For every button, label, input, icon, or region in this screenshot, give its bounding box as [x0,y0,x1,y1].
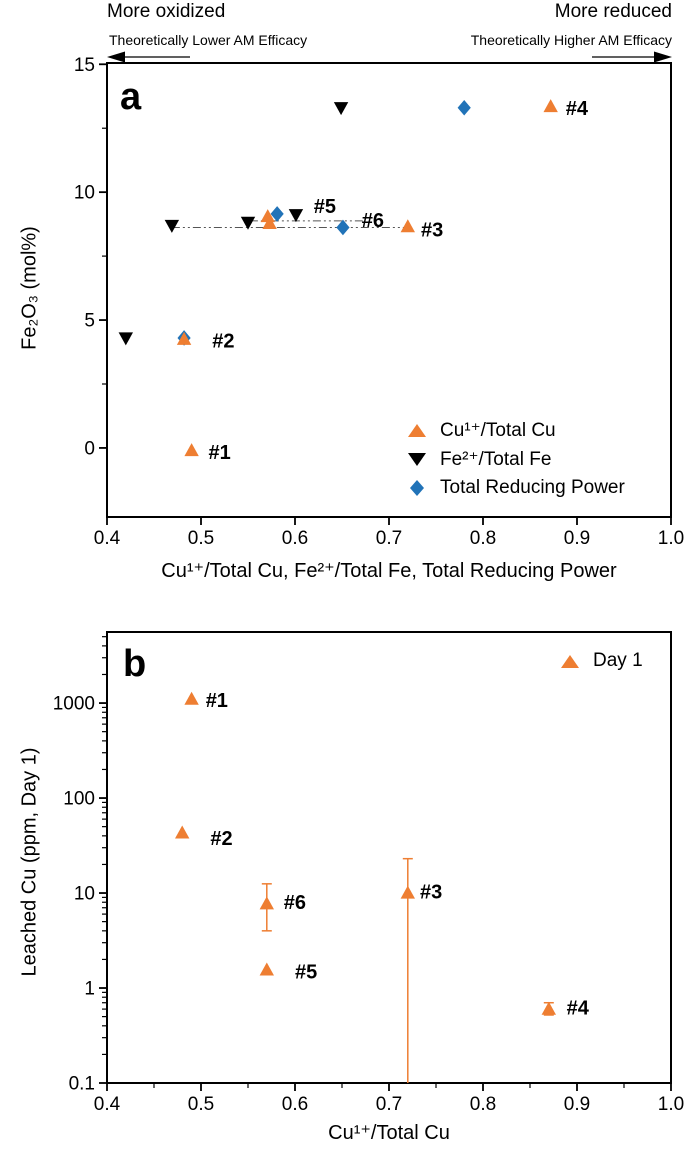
svg-text:1.0: 1.0 [658,528,684,549]
svg-text:100: 100 [63,789,95,810]
legend-label-day1: Day 1 [593,650,643,671]
panel-a-markers [118,99,558,457]
legend-item-trp: Total Reducing Power [406,477,625,499]
svg-text:0.5: 0.5 [188,1094,214,1115]
svg-text:0.8: 0.8 [470,1094,496,1115]
diamond-icon [410,480,424,496]
panel-b-legend: Day 1 [559,650,643,679]
panel-a-y-axis: 0 5 10 15 [74,55,107,459]
triangle-up-icon [561,655,579,668]
triangle-up-icon [408,424,426,437]
point-label: #5 [295,961,317,983]
left-arrow-icon [107,51,125,63]
panel-a-legend: Cu¹⁺/Total Cu Fe²⁺/Total Fe Total Reduci… [406,419,625,506]
annotation-lower-am-efficacy: Theoretically Lower AM Efficacy [109,32,308,48]
svg-text:0.7: 0.7 [376,1094,402,1115]
legend-label-fe: Fe²⁺/Total Fe [440,448,552,470]
right-arrow-icon [654,51,672,63]
point-label: #4 [567,998,590,1020]
data-marker [260,209,275,223]
point-label: #1 [206,690,228,712]
panel-a-letter: a [120,76,142,118]
svg-text:15: 15 [74,55,95,76]
header-arrows [107,51,672,63]
svg-text:10: 10 [74,884,95,905]
panel-b-y-axis: 0.1 1 10 100 1000 [53,636,107,1095]
svg-text:1.0: 1.0 [658,1094,684,1115]
legend-item-cu: Cu¹⁺/Total Cu [406,419,625,441]
svg-text:0.4: 0.4 [94,528,121,549]
data-marker [270,206,284,222]
annotation-higher-am-efficacy: Theoretically Higher AM Efficacy [470,32,672,48]
data-marker [259,896,274,910]
point-label: #2 [212,331,234,353]
data-marker [541,1001,556,1015]
svg-text:10: 10 [74,183,95,204]
data-marker [164,219,180,233]
panel-b-markers [175,691,556,1015]
legend-item-fe: Fe²⁺/Total Fe [406,448,625,470]
data-marker [184,443,199,457]
panel-a: 0.4 0.5 0.6 0.7 0.8 0.9 1.0 0 5 10 15 #1 #2 #5 #6 #3 #4 [74,55,684,549]
svg-text:0.6: 0.6 [282,528,308,549]
panel-b-point-labels: #1 #2 #6 #5 #3 #4 [206,690,590,1020]
svg-text:0.5: 0.5 [188,528,214,549]
data-marker [184,691,199,705]
data-marker [543,99,558,113]
svg-text:0.9: 0.9 [564,528,590,549]
annotation-more-oxidized: More oxidized [107,1,226,22]
svg-text:0.4: 0.4 [94,1094,121,1115]
data-marker [400,885,415,899]
panel-b-x-axis-title: Cu¹⁺/Total Cu [328,1122,450,1144]
data-marker [118,332,133,346]
data-marker [333,102,349,116]
data-marker [176,331,192,345]
data-marker [262,215,277,229]
point-label: #6 [284,892,306,914]
point-label: #4 [566,98,589,120]
data-marker [400,219,415,233]
triangle-down-icon [408,453,426,466]
panel-b: 0.4 0.5 0.6 0.7 0.8 0.9 1.0 0.1 1 10 100 1000 #1 #2 #6… [53,631,684,1115]
legend-label-cu: Cu¹⁺/Total Cu [440,419,556,441]
svg-text:1: 1 [84,979,95,1000]
data-marker [240,216,256,230]
svg-text:5: 5 [84,311,95,332]
point-label: #3 [420,881,442,903]
panel-a-x-axis-title: Cu¹⁺/Total Cu, Fe²⁺/Total Fe, Total Redu… [161,560,617,582]
svg-text:0.8: 0.8 [470,528,496,549]
panel-a-point-labels: #1 #2 #5 #6 #3 #4 [209,98,589,464]
point-label: #2 [210,828,232,850]
panel-a-x-axis: 0.4 0.5 0.6 0.7 0.8 0.9 1.0 [94,517,684,549]
svg-text:0: 0 [84,438,95,459]
svg-text:0.7: 0.7 [376,528,402,549]
point-label: #6 [362,210,384,232]
panel-b-letter: b [123,643,147,685]
data-marker [259,962,274,976]
legend-label-trp: Total Reducing Power [440,477,625,498]
legend-item-day1: Day 1 [559,650,643,672]
point-label: #3 [421,219,443,241]
data-marker [336,219,350,236]
data-marker [457,99,471,116]
svg-text:1000: 1000 [53,694,95,715]
panel-a-y-axis-title: Fe₂O₃ (mol%) [18,226,41,350]
svg-text:0.1: 0.1 [69,1074,95,1095]
panel-b-y-axis-title: Leached Cu (ppm, Day 1) [18,747,41,977]
point-label: #5 [314,196,336,218]
annotation-more-reduced: More reduced [554,1,672,22]
data-marker [288,209,304,223]
svg-text:0.9: 0.9 [564,1094,590,1115]
svg-text:0.6: 0.6 [282,1094,308,1115]
data-marker [175,825,190,839]
point-label: #1 [209,442,231,464]
panel-b-x-axis: 0.4 0.5 0.6 0.7 0.8 0.9 1.0 [94,1083,684,1115]
